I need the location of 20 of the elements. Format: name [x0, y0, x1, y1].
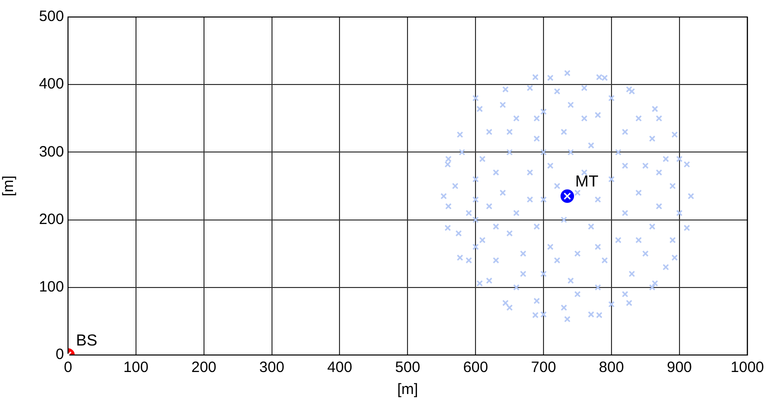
x-tick-label: 1000: [730, 359, 764, 376]
y-tick-label: 400: [38, 76, 64, 93]
y-tick-label: 300: [38, 143, 64, 160]
x-tick-label: 900: [666, 359, 692, 376]
x-tick-label: 100: [123, 359, 148, 376]
y-tick-label: 100: [38, 278, 64, 296]
x-tick-label: 200: [191, 359, 216, 376]
x-tick-label: 300: [259, 359, 284, 376]
x-tick-label: 600: [463, 359, 488, 376]
x-tick-label: 400: [327, 359, 352, 376]
x-axis-title: [m]: [397, 381, 418, 398]
y-tick-label: 200: [38, 210, 64, 228]
x-tick-label: 500: [395, 359, 420, 376]
y-axis-title: [m]: [0, 176, 18, 196]
series-label: BS: [76, 332, 98, 350]
y-tick-label: 0: [56, 346, 64, 364]
series-label: MT: [575, 174, 599, 191]
y-tick-label: 500: [38, 8, 64, 26]
x-tick-label: 700: [531, 359, 556, 376]
x-tick-label: 800: [598, 359, 624, 376]
